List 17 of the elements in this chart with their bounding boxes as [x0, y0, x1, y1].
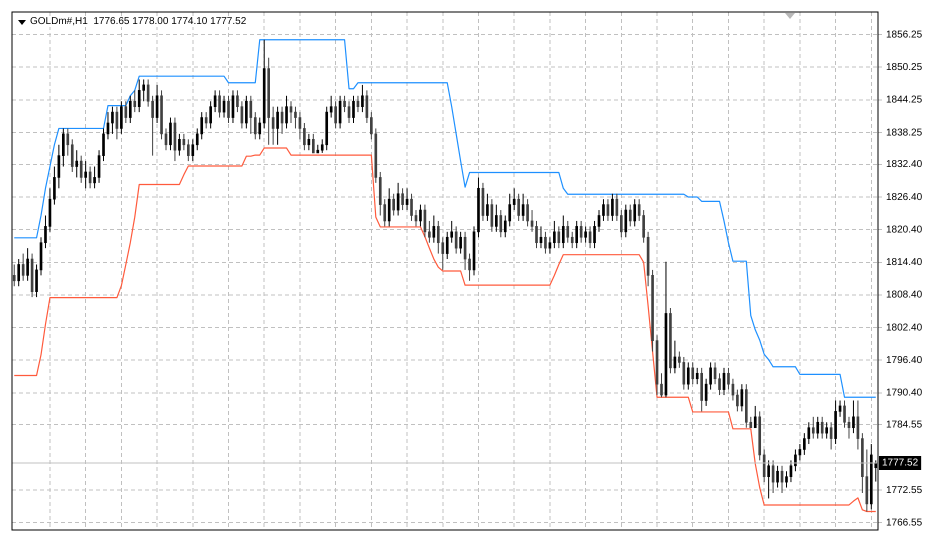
- y-tick-label: 1850.25: [886, 62, 923, 73]
- y-tick-label: 1784.55: [886, 419, 923, 430]
- y-tick-label: 1832.40: [886, 159, 923, 170]
- y-tick-label: 1844.25: [886, 94, 923, 106]
- y-tick-label: 1814.40: [886, 257, 923, 268]
- y-tick-label: 1772.55: [886, 484, 923, 496]
- chart-title: GOLDm#,H1 1776.65 1778.00 1774.10 1777.52: [30, 16, 246, 27]
- ref-line-label: 1777.52: [882, 458, 919, 469]
- y-tick-label: 1808.40: [886, 290, 923, 301]
- y-tick-label: 1826.40: [886, 192, 923, 203]
- y-tick-label: 1766.55: [886, 517, 923, 528]
- y-tick-label: 1796.40: [886, 354, 923, 366]
- y-tick-label: 1790.40: [886, 388, 923, 399]
- y-tick-label: 1802.40: [886, 322, 923, 334]
- y-tick-label: 1820.40: [886, 224, 923, 236]
- y-tick-label: 1856.25: [886, 29, 923, 40]
- y-tick-label: 1838.25: [886, 127, 923, 138]
